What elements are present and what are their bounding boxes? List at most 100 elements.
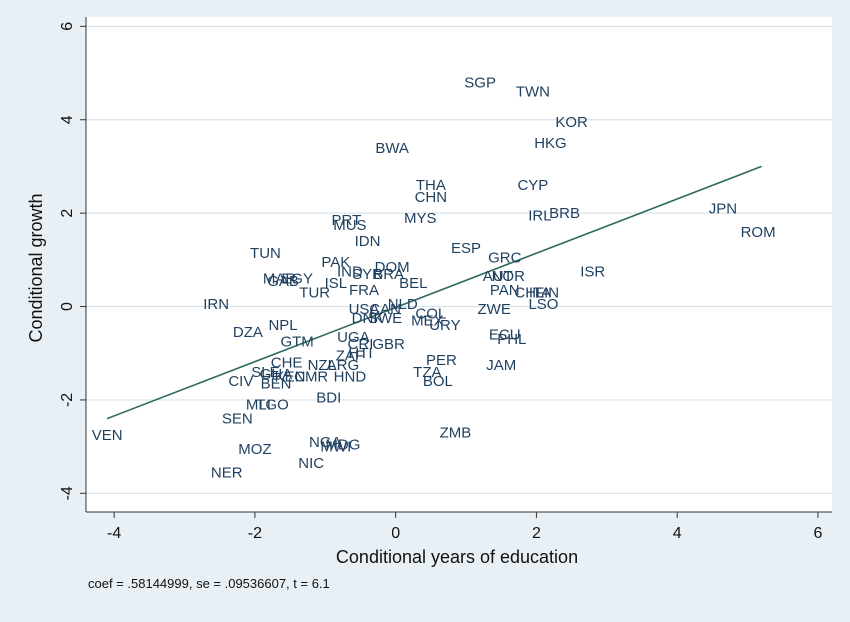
point-label: URY <box>429 317 460 334</box>
point-label: BRA <box>373 266 404 283</box>
point-label: PRT <box>332 212 362 229</box>
point-label: GTM <box>280 334 313 351</box>
y-tick-label: 2 <box>59 209 76 218</box>
point-label: NLD <box>388 296 418 313</box>
point-label: COL <box>415 306 446 323</box>
plot-area <box>86 17 832 512</box>
axes: -4 -2 0 2 4 6 -4 -2 0 2 4 6 <box>59 17 832 542</box>
point-label: GRC <box>488 249 522 266</box>
point-label: MWI <box>320 439 351 456</box>
point-label: CIV <box>228 373 253 390</box>
point-label: HKG <box>534 135 567 152</box>
point-label: IND <box>337 264 363 281</box>
point-label: MUS <box>333 217 366 234</box>
point-label: NER <box>211 464 243 481</box>
point-label: CAN <box>369 301 401 318</box>
point-label: USA <box>349 301 380 318</box>
point-label: TWN <box>516 84 550 101</box>
point-label: LSO <box>528 296 558 313</box>
point-label: BDI <box>316 390 341 407</box>
point-label: TUR <box>299 285 330 302</box>
point-label: BEL <box>399 275 427 292</box>
point-label: ROM <box>741 224 776 241</box>
point-label: FRA <box>349 282 379 299</box>
point-label: DOM <box>375 259 410 276</box>
point-label: PHL <box>497 331 526 348</box>
y-tick-label: 4 <box>59 115 76 124</box>
point-label: ESP <box>451 240 481 257</box>
x-axis-title: Conditional years of education <box>336 547 578 567</box>
point-label: PAN <box>490 282 520 299</box>
y-axis-title: Conditional growth <box>26 193 46 342</box>
point-label: FIN <box>535 285 559 302</box>
point-label: ECU <box>489 327 521 344</box>
point-label: CMR <box>294 369 328 386</box>
regression-note: coef = .58144999, se = .09536607, t = 6.… <box>88 576 330 591</box>
point-label: SWE <box>368 310 402 327</box>
point-label: PAK <box>321 254 350 271</box>
fit-line-group <box>106 165 762 420</box>
point-label: SGP <box>464 74 496 91</box>
point-label: SEN <box>222 411 253 428</box>
point-label: TGO <box>256 397 289 414</box>
point-label: UGA <box>337 329 370 346</box>
point-label: JPN <box>709 200 737 217</box>
point-label: GHA <box>260 366 293 383</box>
point-label: CYP <box>517 177 548 194</box>
point-label: ZWE <box>478 301 511 318</box>
point-label: NPL <box>268 317 297 334</box>
point-label: BWA <box>375 140 409 157</box>
point-label: GBR <box>372 336 405 353</box>
point-label: HND <box>334 369 367 386</box>
point-label: NGA <box>309 434 342 451</box>
point-label: ISL <box>325 275 348 292</box>
point-label: ZMB <box>440 425 472 442</box>
point-label: HTI <box>348 345 372 362</box>
point-label: ITA <box>529 285 551 302</box>
point-label: BEN <box>261 376 292 393</box>
point-label: MEX <box>411 313 444 330</box>
y-tick-label: 0 <box>59 302 76 311</box>
point-label: JAM <box>486 357 516 374</box>
point-label: DZA <box>233 324 263 341</box>
point-label: ARG <box>327 357 360 374</box>
point-label: MAR <box>263 271 297 288</box>
point-label: BRB <box>549 205 580 222</box>
point-label: GAB <box>267 273 299 290</box>
point-label: IRL <box>528 207 551 224</box>
y-tick-label: -4 <box>59 486 76 500</box>
point-label: MLI <box>246 397 271 414</box>
point-label: CHE <box>271 355 303 372</box>
point-label: CHL <box>514 285 544 302</box>
point-label: MOZ <box>238 441 271 458</box>
point-label: TUN <box>250 245 281 262</box>
point-label: CRI <box>348 336 374 353</box>
x-tick-label: 0 <box>391 525 400 542</box>
point-label: MYS <box>404 210 437 227</box>
point-label: AUT <box>483 268 513 285</box>
x-tick-label: 6 <box>813 525 822 542</box>
point-label: NZL <box>308 357 336 374</box>
point-label: IDN <box>355 233 381 250</box>
point-label: KOR <box>555 114 588 131</box>
x-tick-label: -2 <box>248 525 262 542</box>
y-tick-label: 6 <box>59 22 76 31</box>
y-tick-label: -2 <box>59 393 76 407</box>
point-label: NIC <box>298 455 324 472</box>
point-label: CHN <box>415 189 448 206</box>
x-tick-label: -4 <box>107 525 121 542</box>
point-label: SLE <box>251 364 279 381</box>
x-tick-label: 4 <box>673 525 682 542</box>
point-label: PER <box>426 352 457 369</box>
fit-line <box>106 165 762 420</box>
point-label: DNK <box>352 310 384 327</box>
point-label: VEN <box>92 427 123 444</box>
point-label: KEN <box>275 369 306 386</box>
point-label: IRN <box>203 296 229 313</box>
point-label: THA <box>416 177 446 194</box>
point-label: SYR <box>352 266 383 283</box>
x-tick-label: 2 <box>532 525 541 542</box>
